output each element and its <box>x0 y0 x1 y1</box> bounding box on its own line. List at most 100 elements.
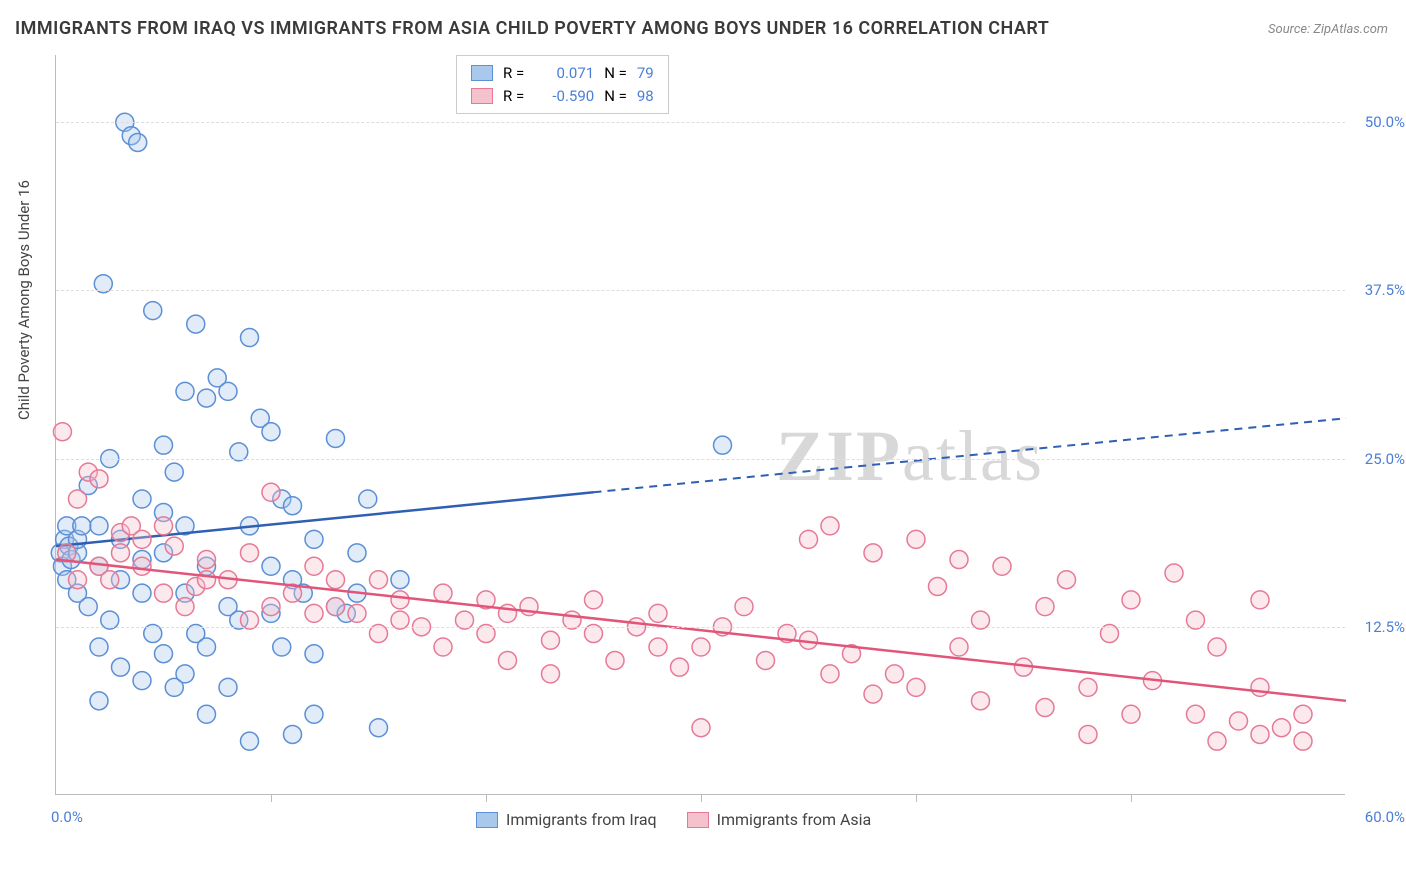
data-point <box>262 423 280 441</box>
data-point <box>735 598 753 616</box>
data-point <box>133 672 151 690</box>
data-point <box>993 557 1011 575</box>
x-tick <box>271 794 272 802</box>
data-point <box>284 497 302 515</box>
legend-swatch-iraq-2 <box>476 812 498 828</box>
n-label: N = <box>604 62 627 85</box>
gridline <box>56 290 1345 291</box>
data-point <box>133 530 151 548</box>
data-point <box>370 719 388 737</box>
gridline <box>56 627 1345 628</box>
legend-row-iraq: R = 0.071 N = 79 <box>471 62 654 85</box>
data-point <box>198 705 216 723</box>
data-point <box>692 719 710 737</box>
data-point <box>327 429 345 447</box>
data-point <box>929 577 947 595</box>
data-point <box>187 315 205 333</box>
data-point <box>907 530 925 548</box>
data-point <box>348 544 366 562</box>
data-point <box>542 665 560 683</box>
x-tick <box>486 794 487 802</box>
data-point <box>101 571 119 589</box>
data-point <box>1036 699 1054 717</box>
data-point <box>821 665 839 683</box>
data-point <box>1294 705 1312 723</box>
data-point <box>585 591 603 609</box>
data-point <box>176 665 194 683</box>
legend-swatch-iraq <box>471 65 493 81</box>
data-point <box>671 658 689 676</box>
data-point <box>1208 732 1226 750</box>
trend-line-extrapolated <box>594 418 1347 492</box>
data-point <box>133 557 151 575</box>
x-tick <box>916 794 917 802</box>
data-point <box>241 544 259 562</box>
series-legend: Immigrants from Iraq Immigrants from Asi… <box>476 810 871 829</box>
x-tick <box>701 794 702 802</box>
data-point <box>1251 725 1269 743</box>
data-point <box>198 571 216 589</box>
data-point <box>79 598 97 616</box>
data-point <box>53 423 71 441</box>
y-tick-label: 50.0% <box>1365 113 1405 131</box>
data-point <box>241 732 259 750</box>
data-point <box>757 651 775 669</box>
data-point <box>165 463 183 481</box>
legend-row-asia: R = -0.590 N = 98 <box>471 85 654 108</box>
data-point <box>155 436 173 454</box>
data-point <box>219 382 237 400</box>
data-point <box>1187 705 1205 723</box>
data-point <box>305 705 323 723</box>
data-point <box>90 517 108 535</box>
data-point <box>284 725 302 743</box>
legend-item-asia: Immigrants from Asia <box>687 810 872 829</box>
data-point <box>499 651 517 669</box>
x-tick <box>1131 794 1132 802</box>
legend-label-asia: Immigrants from Asia <box>717 810 872 829</box>
trend-line <box>56 560 1346 701</box>
data-point <box>327 598 345 616</box>
data-point <box>1079 678 1097 696</box>
data-point <box>262 483 280 501</box>
y-tick-label: 37.5% <box>1365 281 1405 299</box>
data-point <box>155 517 173 535</box>
data-point <box>241 329 259 347</box>
r-value-asia: -0.590 <box>534 85 594 108</box>
data-point <box>391 591 409 609</box>
data-point <box>649 638 667 656</box>
data-point <box>69 571 87 589</box>
data-point <box>305 604 323 622</box>
data-point <box>370 571 388 589</box>
legend-label-iraq: Immigrants from Iraq <box>506 810 657 829</box>
data-point <box>112 544 130 562</box>
data-point <box>907 678 925 696</box>
data-point <box>864 685 882 703</box>
data-point <box>90 638 108 656</box>
data-point <box>165 537 183 555</box>
y-axis-label: Child Poverty Among Boys Under 16 <box>15 180 33 420</box>
data-point <box>714 436 732 454</box>
data-point <box>144 302 162 320</box>
data-point <box>176 598 194 616</box>
data-point <box>176 382 194 400</box>
data-point <box>198 551 216 569</box>
data-point <box>821 517 839 535</box>
data-point <box>262 557 280 575</box>
scatter-svg <box>56 55 1345 794</box>
data-point <box>155 584 173 602</box>
data-point <box>69 490 87 508</box>
chart-title: IMMIGRANTS FROM IRAQ VS IMMIGRANTS FROM … <box>15 18 1049 39</box>
chart-plot-area: ZIPatlas R = 0.071 N = 79 R = -0.590 N =… <box>55 55 1345 795</box>
x-axis-min: 0.0% <box>51 808 83 826</box>
gridline <box>56 122 1345 123</box>
data-point <box>692 638 710 656</box>
data-point <box>327 571 345 589</box>
legend-swatch-asia <box>471 88 493 104</box>
data-point <box>1251 678 1269 696</box>
r-value-iraq: 0.071 <box>534 62 594 85</box>
data-point <box>542 631 560 649</box>
data-point <box>262 598 280 616</box>
data-point <box>1230 712 1248 730</box>
data-point <box>434 584 452 602</box>
data-point <box>391 571 409 589</box>
